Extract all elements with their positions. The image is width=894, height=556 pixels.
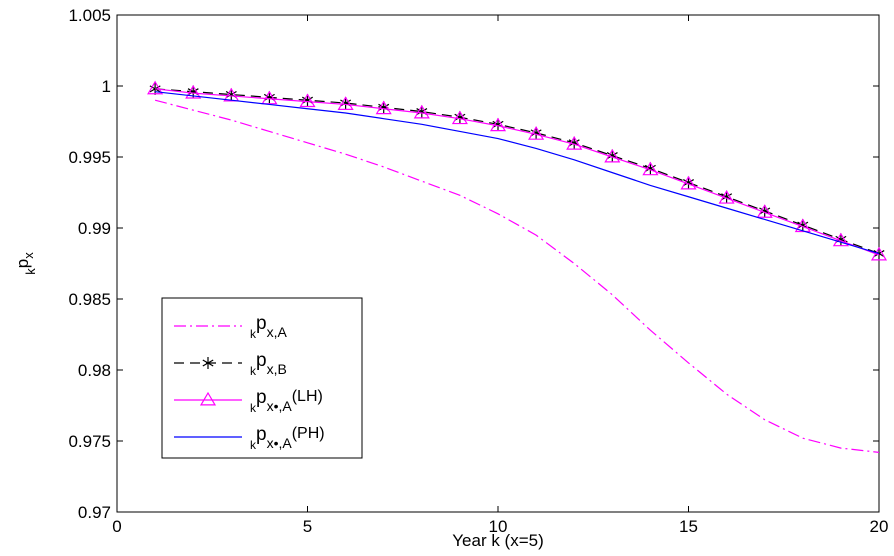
legend-label-B: kpx,B <box>250 350 287 378</box>
x-tick-label: 5 <box>303 517 312 536</box>
series-point-B-stroke <box>797 221 809 229</box>
x-axis-title: Year k (x=5) <box>452 531 544 550</box>
legend-label-main: p <box>256 350 267 371</box>
x-tick-label: 0 <box>112 517 121 536</box>
series-point-LH <box>528 126 545 140</box>
series-point-LH <box>794 218 811 233</box>
series-point-B-stroke <box>644 164 656 172</box>
legend-label-sub2: x,B <box>267 361 287 377</box>
series-point-B-stroke <box>759 207 771 215</box>
legend-label-sub: k <box>250 438 257 452</box>
legend-marker-B <box>202 357 214 369</box>
series-point-LH <box>299 93 316 108</box>
series-point-B-stroke <box>225 91 237 99</box>
series-layer <box>147 80 888 453</box>
series-point-LH <box>261 90 278 105</box>
legend-label-sub2: x•,A <box>267 398 293 414</box>
x-tick-label: 20 <box>870 517 889 536</box>
series-point-LH <box>566 136 583 150</box>
series-point-B <box>644 162 656 175</box>
series-point-LH <box>223 87 240 102</box>
legend-label-suffix: (PH) <box>292 425 325 442</box>
series-point-B-stroke <box>492 120 504 128</box>
legend-label-PH: kpx•,A(PH) <box>250 424 325 452</box>
y-tick-label: 0.985 <box>68 290 111 309</box>
series-point-B-stroke <box>683 179 694 187</box>
series-point-B-stroke <box>302 96 313 104</box>
y-tick-label: 0.99 <box>78 219 111 238</box>
tick-layer <box>116 14 880 513</box>
series-point-B-stroke <box>340 99 352 107</box>
series-point-B-stroke <box>378 103 390 111</box>
series-line-B <box>155 88 880 255</box>
series-point-LH <box>604 148 621 163</box>
y-axis-title-sub: k <box>23 268 38 275</box>
y-tick-label: 0.98 <box>78 361 111 380</box>
legend-marker-B-stroke <box>202 359 214 367</box>
legend-label-sub2: x,A <box>267 324 288 340</box>
series-point-B <box>759 204 771 217</box>
y-axis-title-main: p <box>13 259 32 268</box>
legend-label-A: kpx,A <box>250 313 287 341</box>
series-point-B-stroke <box>568 139 580 147</box>
legend-marker-LH <box>199 391 217 406</box>
legend-label-sub2: x•,A <box>267 435 293 451</box>
series-point-B-stroke <box>416 108 428 116</box>
legend-label-sub: k <box>250 364 257 378</box>
legend-label-suffix: (LH) <box>292 388 323 405</box>
series-point-LH <box>832 232 849 247</box>
series-point-LH <box>489 117 507 132</box>
series-point-LH <box>756 204 773 218</box>
series-point-B-stroke <box>187 88 199 96</box>
tick-label-layer: 0 5 10 15 20 0.97 0.975 0.98 0.985 0.99 0.995 1 1.00… <box>68 6 888 536</box>
series-point-B <box>797 219 809 232</box>
legend-box <box>161 297 363 459</box>
y-axis-title-sub2: x <box>21 252 36 259</box>
series-point-LH <box>337 96 354 110</box>
legend-label-LH: kpx•,A(LH) <box>250 387 323 415</box>
series-point-LH <box>147 80 164 95</box>
legend-label-main: p <box>256 424 267 445</box>
legend-label-sub: k <box>250 401 257 415</box>
series-point-LH <box>718 189 735 204</box>
series-point-LH <box>642 161 659 176</box>
series-line-A <box>154 99 880 453</box>
series-line-LH <box>155 88 880 256</box>
series-point-LH <box>870 246 888 261</box>
series-point-B-stroke <box>530 129 542 137</box>
y-tick-label: 0.995 <box>68 148 111 167</box>
y-tick-label: 0.975 <box>68 432 111 451</box>
series-point-LH <box>680 175 697 190</box>
legend-label-main: p <box>256 313 267 334</box>
x-tick-label: 10 <box>489 517 508 536</box>
x-tick-label: 15 <box>679 517 698 536</box>
series-point-LH <box>413 104 430 119</box>
series-line-PH <box>155 91 880 255</box>
series-point-B-stroke <box>606 152 618 160</box>
y-axis-title: kpx <box>13 252 38 275</box>
series-point-B-stroke <box>454 113 466 121</box>
series-point-LH <box>451 110 468 125</box>
series-point-B-stroke <box>263 93 275 101</box>
y-tick-label: 1.005 <box>68 6 111 25</box>
series-point-B <box>721 190 733 203</box>
series-point-B <box>683 176 694 189</box>
series-point-LH <box>375 100 392 115</box>
legend-label-main: p <box>256 387 267 408</box>
legend-label-sub: k <box>250 327 257 341</box>
series-point-LH <box>185 84 202 99</box>
y-tick-label: 0.97 <box>78 503 111 522</box>
y-tick-label: 1 <box>102 77 111 96</box>
series-point-B-stroke <box>721 193 733 201</box>
